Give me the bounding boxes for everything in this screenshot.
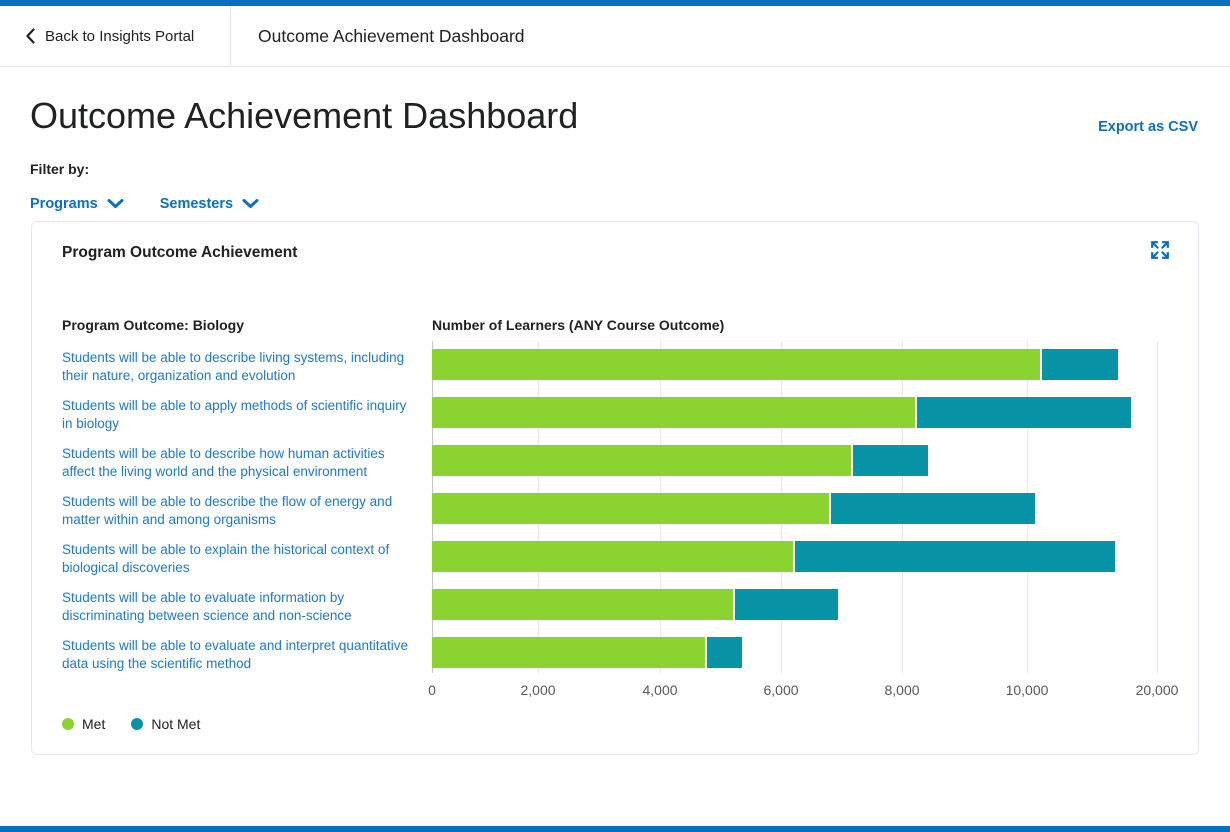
card-title: Program Outcome Achievement — [62, 244, 298, 261]
filter-bar: Programs Semesters — [30, 196, 259, 212]
bar-met-segment — [432, 637, 706, 668]
expand-icon[interactable] — [1150, 240, 1170, 260]
export-csv-link[interactable]: Export as CSV — [1098, 119, 1198, 135]
bar-plot — [432, 341, 1170, 673]
outcome-link[interactable]: Students will be able to describe the fl… — [62, 494, 393, 527]
outcome-list-item: Students will be able to describe living… — [62, 349, 417, 397]
bar-met-segment — [432, 493, 830, 524]
chart-legend: Met Not Met — [62, 716, 200, 732]
outcome-link[interactable]: Students will be able to describe how hu… — [62, 446, 385, 479]
chevron-left-icon — [25, 28, 35, 44]
outcome-link[interactable]: Students will be able to explain the his… — [62, 542, 390, 575]
value-axis-title: Number of Learners (ANY Course Outcome) — [432, 317, 725, 333]
back-label: Back to Insights Portal — [45, 27, 195, 45]
bottom-brand-strip — [0, 826, 1230, 832]
page-title: Outcome Achievement Dashboard — [30, 95, 579, 136]
outcome-list-item: Students will be able to explain the his… — [62, 541, 417, 589]
bar-not-met-segment — [705, 637, 742, 668]
bar-not-met-segment — [829, 493, 1036, 524]
legend-item: Met — [62, 716, 105, 732]
bar-met-segment — [432, 589, 733, 620]
bar-not-met-segment — [732, 589, 839, 620]
bar-met-segment — [432, 397, 915, 428]
outcome-link[interactable]: Students will be able to describe living… — [62, 350, 405, 383]
semesters-filter-label: Semesters — [159, 196, 234, 212]
bar-not-met-segment — [793, 541, 1115, 572]
outcome-list: Students will be able to describe living… — [62, 341, 432, 673]
legend-item: Not Met — [131, 716, 200, 732]
outcome-link[interactable]: Students will be able to apply methods o… — [62, 398, 407, 431]
programs-filter-dropdown[interactable]: Programs — [30, 196, 124, 212]
outcome-link[interactable]: Students will be able to evaluate and in… — [62, 638, 408, 671]
legend-dot-icon — [131, 718, 144, 730]
outcome-list-item: Students will be able to describe the fl… — [62, 493, 417, 541]
legend-dot-icon — [62, 718, 74, 730]
x-tick-label: 20,000 — [1135, 682, 1179, 698]
header-title: Outcome Achievement Dashboard — [258, 25, 525, 46]
x-tick-label: 10,000 — [1005, 682, 1049, 698]
chevron-down-icon — [107, 199, 124, 209]
top-brand-strip — [0, 0, 1230, 6]
x-tick-label: 8,000 — [884, 682, 920, 698]
x-tick-label: 6,000 — [763, 682, 799, 698]
filter-by-label: Filter by: — [30, 161, 90, 177]
outcome-list-item: Students will be able to evaluate inform… — [62, 589, 417, 637]
x-tick-label: 0 — [428, 682, 436, 698]
app-header: Back to Insights Portal Outcome Achievem… — [0, 6, 1230, 67]
chevron-down-icon — [242, 199, 259, 209]
back-to-portal-link[interactable]: Back to Insights Portal — [0, 6, 231, 66]
outcome-list-item: Students will be able to describe how hu… — [62, 445, 417, 493]
outcome-list-item: Students will be able to evaluate and in… — [62, 637, 417, 685]
bar-not-met-segment — [914, 397, 1131, 428]
bar-met-segment — [432, 541, 794, 572]
outcome-list-item: Students will be able to apply methods o… — [62, 397, 417, 445]
semesters-filter-dropdown[interactable]: Semesters — [160, 196, 259, 212]
programs-filter-label: Programs — [30, 196, 98, 212]
outcome-link[interactable]: Students will be able to evaluate inform… — [62, 590, 352, 623]
bar-met-segment — [432, 349, 1040, 380]
category-axis-title: Program Outcome: Biology — [62, 317, 245, 333]
legend-label: Met — [82, 716, 106, 732]
bar-not-met-segment — [850, 445, 929, 476]
bar-not-met-segment — [1040, 349, 1118, 380]
bar-met-segment — [432, 445, 851, 476]
x-tick-label: 4,000 — [642, 682, 678, 698]
gridline — [1157, 341, 1158, 673]
legend-label: Not Met — [151, 716, 201, 732]
program-outcome-achievement-card: Program Outcome Achievement Program Outc… — [31, 221, 1199, 755]
x-tick-label: 2,000 — [520, 682, 556, 698]
x-axis-labels: 0 2,000 4,000 6,000 8,000 10,000 20,000 — [428, 682, 1178, 702]
